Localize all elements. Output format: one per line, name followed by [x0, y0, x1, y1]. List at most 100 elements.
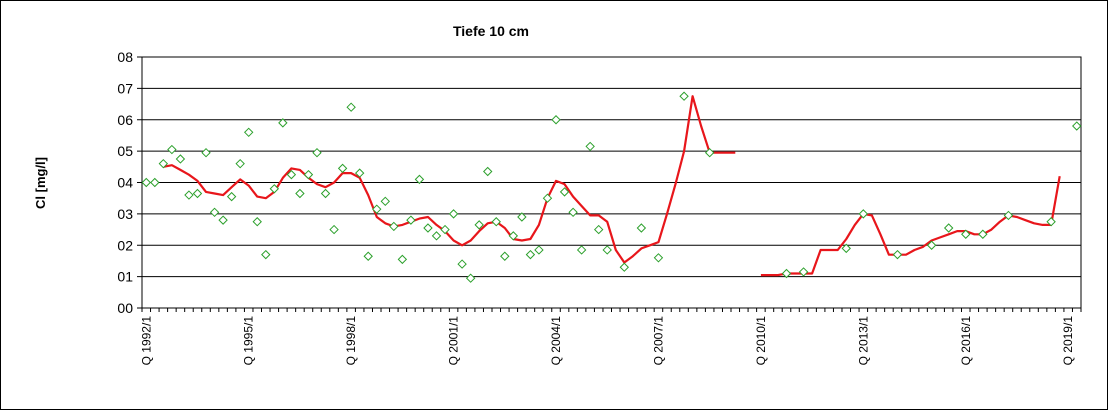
data-point	[576, 245, 587, 255]
data-point	[201, 147, 211, 158]
data-point	[261, 249, 271, 260]
chart-title: Tiefe 10 cm	[453, 23, 529, 39]
x-tick-label: Q 2001/1	[447, 316, 461, 366]
data-point	[269, 184, 280, 194]
data-point	[1046, 217, 1056, 227]
data-point	[337, 163, 348, 174]
y-tick-label: 02	[117, 237, 133, 253]
data-point	[440, 224, 450, 235]
data-point	[235, 158, 245, 169]
data-point	[431, 231, 442, 241]
scatter-series	[141, 91, 1082, 283]
data-point	[602, 245, 612, 255]
data-point	[593, 224, 604, 235]
data-point	[209, 207, 220, 218]
data-point	[286, 169, 297, 180]
y-tick-label: 04	[117, 175, 133, 191]
data-point	[354, 168, 365, 178]
data-point	[1003, 210, 1014, 221]
data-point	[892, 249, 903, 260]
data-point	[184, 190, 194, 200]
data-point	[397, 254, 408, 265]
grid	[142, 87, 1081, 278]
data-point	[858, 209, 869, 219]
data-point	[517, 212, 527, 222]
data-point	[798, 267, 809, 277]
data-point	[491, 217, 501, 227]
data-point	[150, 177, 160, 188]
data-point	[303, 169, 314, 180]
data-point	[295, 188, 305, 199]
data-point	[551, 115, 561, 125]
data-point	[961, 229, 971, 239]
data-point	[1072, 121, 1082, 131]
data-point	[278, 118, 288, 128]
data-point	[457, 259, 467, 269]
data-point	[926, 240, 937, 250]
data-point	[559, 187, 570, 197]
y-tick-label: 01	[117, 269, 133, 285]
y-tick-label: 06	[117, 112, 133, 128]
data-point	[218, 215, 228, 225]
data-point	[483, 166, 493, 177]
x-axis: Q 1992/1 Q 1995/1 Q 1998/1 Q 2001/1 Q 2004/1…	[139, 308, 1082, 366]
y-tick-label: 05	[117, 143, 133, 159]
data-point	[226, 191, 237, 202]
x-tick-label: Q 1995/1	[242, 316, 256, 366]
data-point	[704, 147, 715, 158]
data-point	[406, 215, 416, 225]
data-point	[508, 231, 519, 241]
x-tick-label: Q 2007/1	[651, 316, 665, 366]
data-point	[380, 196, 390, 207]
data-point	[320, 188, 331, 199]
line-series	[163, 95, 1061, 277]
data-point	[414, 174, 425, 185]
y-tick-label: 03	[117, 206, 133, 222]
data-point	[252, 217, 262, 227]
data-point	[781, 268, 792, 279]
data-point	[465, 273, 476, 283]
x-tick-label: Q 1998/1	[344, 316, 358, 366]
data-point	[542, 193, 553, 203]
data-point	[158, 158, 169, 169]
data-point	[500, 251, 510, 261]
data-point	[474, 220, 484, 230]
x-tick-label: Q 2013/1	[856, 316, 870, 366]
data-point	[243, 127, 254, 138]
data-point	[372, 204, 382, 214]
data-point	[534, 245, 544, 255]
x-tick-label: Q 1992/1	[139, 316, 153, 366]
y-tick-label: 08	[117, 49, 133, 65]
data-point	[346, 102, 356, 112]
data-point	[841, 243, 851, 254]
data-point	[978, 229, 988, 239]
data-point	[448, 209, 459, 219]
data-point	[525, 249, 536, 260]
data-point	[363, 251, 373, 261]
data-point	[636, 223, 647, 233]
data-point	[568, 207, 578, 218]
x-tick-label: Q 2010/1	[754, 316, 768, 366]
y-axis-label: Cl [mg/l]	[33, 157, 48, 209]
data-point	[943, 223, 954, 233]
data-point	[423, 223, 433, 233]
data-point	[585, 141, 595, 152]
x-tick-label: Q 2004/1	[549, 316, 563, 366]
data-point	[175, 154, 186, 164]
data-point	[312, 147, 322, 158]
data-point	[389, 221, 399, 232]
y-tick-label: 07	[117, 80, 133, 96]
series-line	[163, 95, 736, 264]
data-point	[619, 262, 630, 272]
series-line	[760, 176, 1061, 277]
data-point	[679, 91, 689, 101]
x-tick-label: Q 2019/1	[1061, 316, 1075, 366]
data-point	[653, 253, 664, 263]
x-tick-label: Q 2016/1	[959, 316, 973, 366]
y-tick-label: 00	[117, 300, 133, 316]
data-point	[329, 224, 339, 235]
y-axis: 00 01 02 03 04 05 06 07 08	[117, 49, 142, 316]
data-point	[192, 188, 203, 199]
